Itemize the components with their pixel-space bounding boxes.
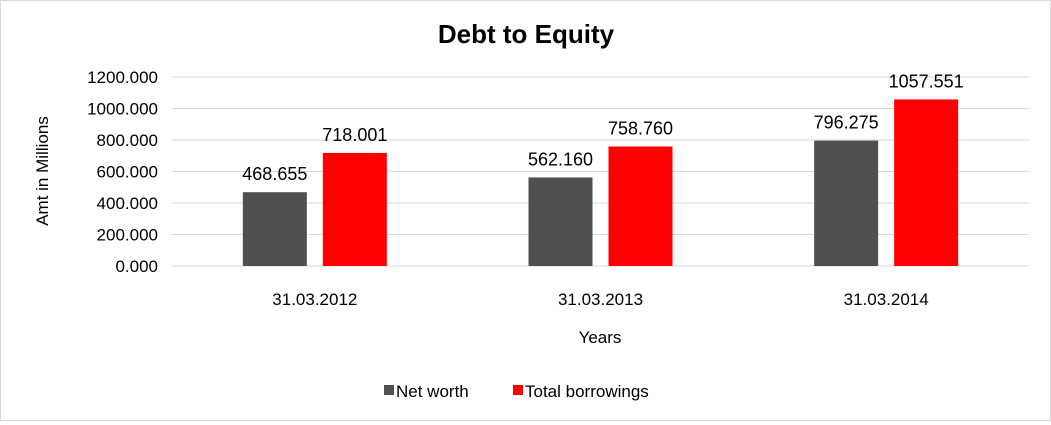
- data-label: 1057.551: [889, 71, 964, 91]
- legend-label: Net worth: [396, 382, 469, 401]
- data-label: 796.275: [814, 113, 879, 133]
- bar: [814, 140, 879, 266]
- data-labels: 468.655 718.001 562.160 758.760 796.275 1057.…: [242, 71, 963, 184]
- legend-swatch: [513, 385, 523, 395]
- y-tick-label: 400.000: [97, 194, 158, 213]
- bars: [242, 99, 959, 266]
- data-label: 758.760: [608, 118, 673, 138]
- data-label: 718.001: [322, 125, 387, 145]
- legend: Net worth Total borrowings: [384, 382, 649, 401]
- data-label: 562.160: [528, 149, 593, 169]
- data-label: 468.655: [242, 164, 307, 184]
- bar: [528, 177, 593, 266]
- bar: [242, 192, 307, 266]
- y-tick-label: 1000.000: [87, 100, 158, 119]
- y-axis-tick-labels: 0.000 200.000 400.000 600.000 800.000 1000.00…: [87, 68, 158, 276]
- y-tick-label: 600.000: [97, 163, 158, 182]
- y-tick-label: 200.000: [97, 226, 158, 245]
- bar: [322, 152, 387, 266]
- chart-title: Debt to Equity: [438, 19, 615, 49]
- legend-swatch: [384, 385, 394, 395]
- y-tick-label: 0.000: [115, 257, 158, 276]
- bar: [608, 146, 673, 266]
- x-axis-title: Years: [579, 328, 622, 347]
- y-tick-label: 1200.000: [87, 68, 158, 87]
- x-axis-category-labels: 31.03.2012 31.03.2013 31.03.2014: [272, 290, 928, 309]
- x-category-label: 31.03.2014: [844, 290, 929, 309]
- x-category-label: 31.03.2012: [272, 290, 357, 309]
- x-category-label: 31.03.2013: [558, 290, 643, 309]
- legend-label: Total borrowings: [525, 382, 649, 401]
- y-axis-title: Amt in Millions: [33, 116, 52, 226]
- gridlines: [172, 76, 1029, 267]
- bar: [894, 99, 959, 266]
- y-tick-label: 800.000: [97, 131, 158, 150]
